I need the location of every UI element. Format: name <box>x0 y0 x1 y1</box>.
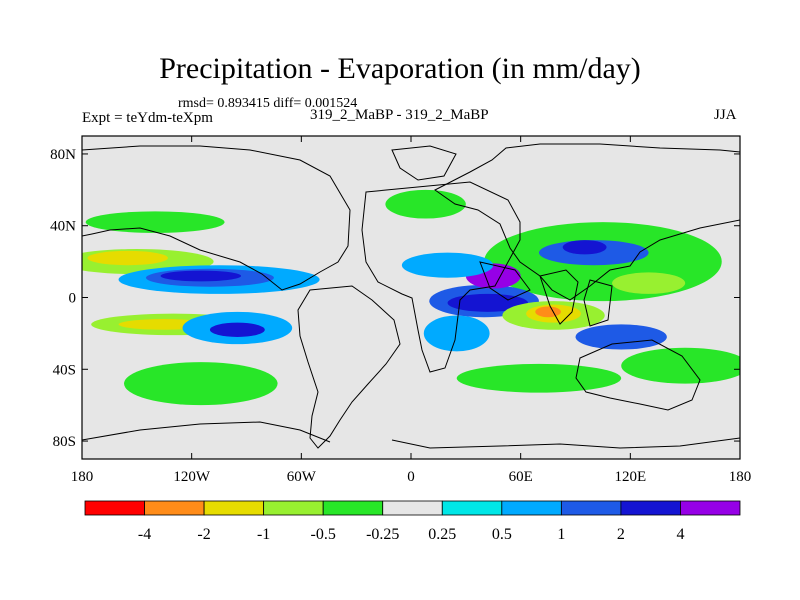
eurasia-outline <box>434 143 740 301</box>
field-s-pac-wet-core <box>209 322 265 337</box>
colorbar-swatch <box>203 500 265 516</box>
field-s-pac-green <box>124 362 278 406</box>
x-tick-label: 60W <box>287 469 317 485</box>
colorbar-swatch <box>382 500 443 516</box>
north-america-outline <box>82 145 351 291</box>
colorbar-label: 2 <box>617 526 625 543</box>
colorbar: -4 -2 -1 -0.5 -0.25 0.25 0.5 1 2 4 <box>84 500 741 543</box>
africa-outline <box>361 181 521 373</box>
field-w-pac-core <box>562 240 607 255</box>
field-n-atl-storm-green <box>85 211 225 233</box>
antarctica-outline <box>82 421 740 449</box>
colorbar-label: 1 <box>557 526 565 543</box>
x-axis: 180 120W 60W 0 60E 120E 180 <box>71 136 752 485</box>
colorbar-swatch <box>84 500 145 516</box>
colorbar-label: 4 <box>676 526 684 543</box>
field-n-pac-wet-core <box>160 270 242 282</box>
field-layer <box>82 189 740 406</box>
continent-outlines <box>82 143 740 449</box>
x-tick-label: 120W <box>173 469 211 485</box>
colorbar-swatch <box>322 500 384 516</box>
south-america-outline <box>297 285 401 449</box>
colorbar-label: 0.5 <box>492 526 512 543</box>
colorbar-label: -1 <box>257 526 270 543</box>
field-w-pac-dry <box>612 272 686 294</box>
field-africa-s-wet <box>423 315 490 352</box>
colorbar-label: -2 <box>197 526 210 543</box>
x-tick-label: 60E <box>509 469 533 485</box>
y-axis: 80N 40N 0 40S 80S <box>50 147 740 450</box>
x-tick-label: 0 <box>407 469 415 485</box>
chart-title: Precipitation - Evaporation (in mm/day) <box>159 52 641 85</box>
arabia-outline <box>479 261 531 301</box>
stats-label: rmsd= 0.893415 diff= 0.001524 <box>178 96 358 111</box>
x-tick-label: 120E <box>614 469 646 485</box>
field-s-ind-green <box>456 363 622 393</box>
colorbar-label: -0.5 <box>311 526 336 543</box>
colorbar-swatch <box>680 500 741 516</box>
field-s-pac-e-green <box>621 347 740 384</box>
y-tick-label: 0 <box>69 291 77 307</box>
colorbar-swatch <box>560 500 622 516</box>
field-s-ind-wet <box>575 324 667 350</box>
season-label: JJA <box>714 107 737 123</box>
india-outline <box>539 269 579 325</box>
x-tick-label: 180 <box>71 469 94 485</box>
y-tick-label: 80S <box>53 434 76 450</box>
colorbar-label: 0.25 <box>428 526 456 543</box>
greenland-outline <box>391 145 457 181</box>
y-tick-label: 40S <box>53 362 76 378</box>
y-tick-label: 80N <box>50 147 76 163</box>
colorbar-swatch <box>501 500 562 516</box>
field-indian-ocean-core <box>447 293 528 312</box>
colorbar-label: -0.25 <box>366 526 399 543</box>
colorbar-swatch <box>441 500 503 516</box>
x-tick-label: 180 <box>729 469 752 485</box>
seasia-outline <box>583 279 613 327</box>
australia-outline <box>575 339 701 411</box>
colorbar-swatch <box>263 500 324 516</box>
colorbar-swatch <box>144 500 205 516</box>
colorbar-swatch <box>620 500 681 516</box>
experiment-label: Expt = teYdm-teXpm <box>82 110 213 126</box>
case-label: 319_2_MaBP - 319_2_MaBP <box>310 107 489 123</box>
field-europe-green <box>385 189 466 219</box>
colorbar-label: -4 <box>138 526 151 543</box>
y-tick-label: 40N <box>50 219 76 235</box>
field-indian-dry-center <box>535 306 561 318</box>
field-africa-n-wet <box>401 252 494 278</box>
field-n-pac-dry-core <box>87 250 168 266</box>
